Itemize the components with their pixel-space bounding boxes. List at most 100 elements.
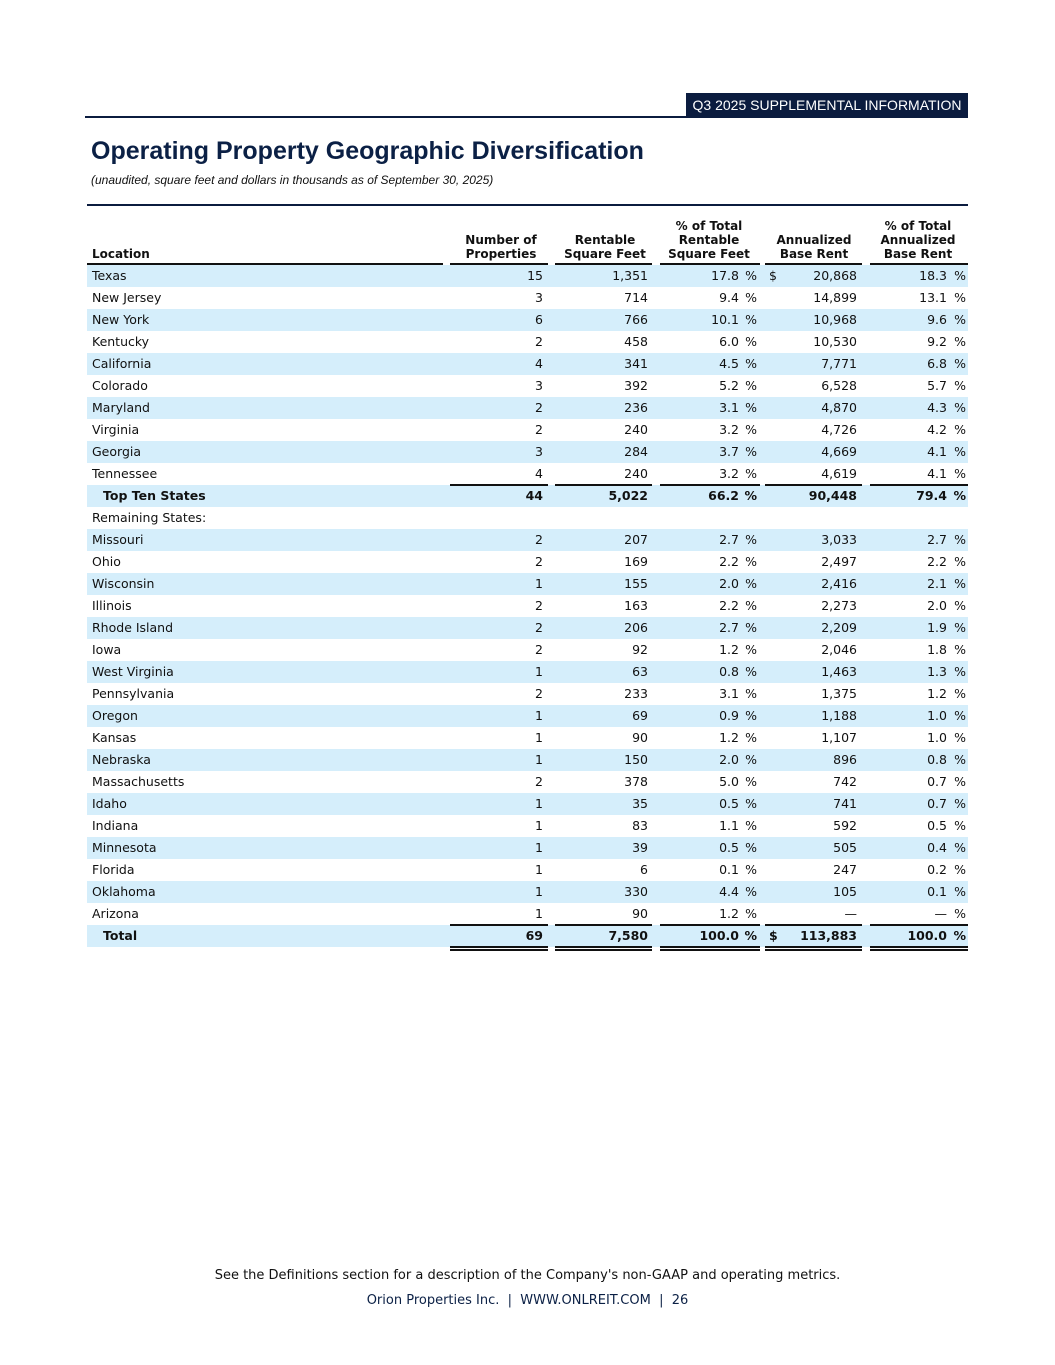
cell-value: % bbox=[745, 664, 757, 679]
row-label: Illinois bbox=[92, 598, 132, 613]
cell-value: 150 bbox=[624, 752, 648, 767]
row-shade bbox=[87, 837, 968, 859]
cell-value: 1 bbox=[535, 752, 543, 767]
row-label: Kentucky bbox=[92, 334, 150, 349]
cell-value: % bbox=[745, 532, 757, 547]
banner-rule bbox=[85, 116, 686, 118]
cell-value: 207 bbox=[624, 532, 648, 547]
cell-value: 5.2 bbox=[719, 378, 739, 393]
double-rule bbox=[765, 946, 862, 948]
cell-value: 9.6 bbox=[927, 312, 947, 327]
cell-value: % bbox=[745, 422, 757, 437]
cell-value: 2,046 bbox=[821, 642, 857, 657]
cell-value: 6 bbox=[640, 862, 648, 877]
cell-value: 2 bbox=[535, 598, 543, 613]
double-rule bbox=[450, 949, 548, 951]
cell-value: % bbox=[954, 664, 966, 679]
cell-value: 240 bbox=[624, 422, 648, 437]
cell-value: 7,580 bbox=[608, 928, 648, 943]
cell-value: 1.1 bbox=[719, 818, 739, 833]
cell-value: 3.2 bbox=[719, 422, 739, 437]
cell-value: 90 bbox=[632, 906, 648, 921]
cell-value: 2 bbox=[535, 422, 543, 437]
cell-value: % bbox=[954, 796, 966, 811]
cell-value: 2 bbox=[535, 642, 543, 657]
row-shade bbox=[87, 485, 968, 507]
cell-value: 10,968 bbox=[813, 312, 857, 327]
cell-value: 9.4 bbox=[719, 290, 739, 305]
cell-value: 1 bbox=[535, 818, 543, 833]
top-rule bbox=[87, 204, 968, 206]
cell-value: 3 bbox=[535, 290, 543, 305]
cell-value: 13.1 bbox=[919, 290, 947, 305]
column-header: Base Rent bbox=[883, 247, 953, 261]
cell-value: % bbox=[953, 488, 966, 503]
cell-value: 341 bbox=[624, 356, 648, 371]
cell-value: 1,375 bbox=[821, 686, 857, 701]
cell-value: 4.3 bbox=[927, 400, 947, 415]
column-header: % of Total bbox=[675, 219, 743, 233]
row-label: Top Ten States bbox=[103, 488, 206, 503]
row-label: Massachusetts bbox=[92, 774, 185, 789]
cell-value: 0.2 bbox=[927, 862, 947, 877]
cell-value: % bbox=[745, 818, 757, 833]
sum-rule bbox=[555, 484, 652, 486]
cell-value: 0.5 bbox=[719, 796, 739, 811]
cell-value: 2,416 bbox=[821, 576, 857, 591]
cell-value: % bbox=[745, 598, 757, 613]
cell-value: 2 bbox=[535, 334, 543, 349]
row-label: Oregon bbox=[92, 708, 138, 723]
cell-value: 6.8 bbox=[927, 356, 947, 371]
header-underline bbox=[555, 263, 652, 265]
cell-value: 1,107 bbox=[821, 730, 857, 745]
cell-value: 4,870 bbox=[821, 400, 857, 415]
double-rule bbox=[765, 949, 862, 951]
cell-value: % bbox=[954, 686, 966, 701]
row-label: Texas bbox=[92, 268, 127, 283]
cell-value: 0.7 bbox=[927, 796, 947, 811]
cell-value: % bbox=[745, 378, 757, 393]
cell-value: 0.5 bbox=[719, 840, 739, 855]
cell-value: 3.1 bbox=[719, 686, 739, 701]
cell-value: 17.8 bbox=[711, 268, 739, 283]
cell-value: 766 bbox=[624, 312, 648, 327]
cell-value: % bbox=[953, 928, 966, 943]
cell-value: 3 bbox=[535, 444, 543, 459]
cell-value: 2 bbox=[535, 554, 543, 569]
row-shade bbox=[87, 617, 968, 639]
header-underline bbox=[765, 263, 862, 265]
cell-value: 3.1 bbox=[719, 400, 739, 415]
header-underline bbox=[870, 263, 968, 265]
cell-value: 1 bbox=[535, 840, 543, 855]
cell-value: 2,497 bbox=[821, 554, 857, 569]
cell-value: % bbox=[745, 796, 757, 811]
row-label: Maryland bbox=[92, 400, 150, 415]
cell-value: 247 bbox=[833, 862, 857, 877]
column-header: Square Feet bbox=[564, 247, 646, 261]
cell-value: % bbox=[954, 334, 966, 349]
row-label: Oklahoma bbox=[92, 884, 156, 899]
cell-value: % bbox=[745, 334, 757, 349]
row-label: Tennessee bbox=[92, 466, 158, 481]
double-rule bbox=[555, 949, 652, 951]
cell-value: 2.2 bbox=[719, 598, 739, 613]
cell-value: 1 bbox=[535, 576, 543, 591]
cell-value: 66.2 bbox=[708, 488, 739, 503]
cell-value: 742 bbox=[833, 774, 857, 789]
row-label: Nebraska bbox=[92, 752, 151, 767]
cell-value: 5.7 bbox=[927, 378, 947, 393]
cell-value: % bbox=[745, 576, 757, 591]
cell-value: % bbox=[954, 818, 966, 833]
double-rule bbox=[660, 949, 760, 951]
row-shade bbox=[87, 441, 968, 463]
cell-value: % bbox=[745, 554, 757, 569]
cell-value: 714 bbox=[624, 290, 648, 305]
row-label: Kansas bbox=[92, 730, 137, 745]
sum-rule bbox=[870, 484, 968, 486]
cell-value: % bbox=[745, 840, 757, 855]
cell-value: 4 bbox=[535, 356, 543, 371]
cell-value: % bbox=[954, 400, 966, 415]
row-label: Ohio bbox=[92, 554, 121, 569]
cell-value: % bbox=[745, 400, 757, 415]
cell-value: 90,448 bbox=[808, 488, 857, 503]
